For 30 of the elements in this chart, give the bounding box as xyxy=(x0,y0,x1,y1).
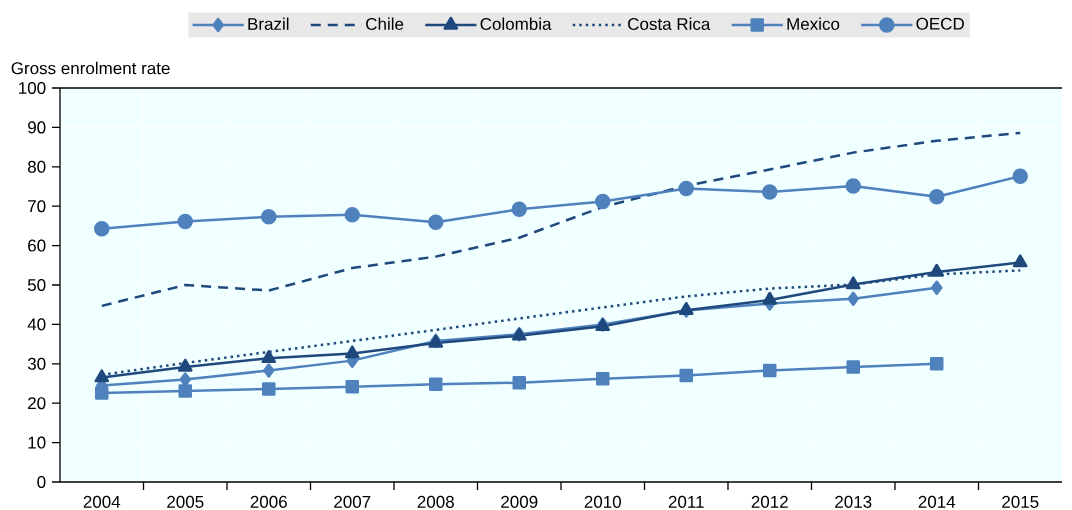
x-tick-label: 2005 xyxy=(167,495,204,508)
x-tick-label: 2015 xyxy=(1002,495,1039,508)
y-tick-label: 30 xyxy=(27,357,46,370)
x-tick-label: 2013 xyxy=(835,495,872,508)
x-tick-label: 2011 xyxy=(668,495,704,508)
y-tick-label: 90 xyxy=(28,121,46,134)
y-tick-label: 20 xyxy=(28,397,46,410)
x-tick-label: 2014 xyxy=(918,495,956,508)
x-tick-label: 2007 xyxy=(334,495,371,508)
x-tick-label: 2006 xyxy=(250,495,287,508)
y-tick-label: 40 xyxy=(27,318,46,331)
y-tick-label: 70 xyxy=(28,200,46,213)
legend-label: Mexico xyxy=(787,17,840,31)
y-tick-label: 80 xyxy=(27,160,46,173)
y-tick-label: 60 xyxy=(28,239,46,252)
x-tick-label: 2012 xyxy=(751,495,788,508)
legend-label: Chile xyxy=(366,17,404,31)
x-tick-label: 2009 xyxy=(501,495,538,508)
y-axis-title: Gross enrolment rate xyxy=(11,61,170,75)
legend-label: OECD xyxy=(916,17,964,30)
x-tick-label: 2004 xyxy=(83,495,121,508)
legend-label: Costa Rica xyxy=(628,17,711,31)
x-tick-label: 2008 xyxy=(417,495,454,508)
y-tick-label: 0 xyxy=(37,475,46,489)
y-tick-label: 50 xyxy=(27,278,46,292)
legend-label: Colombia xyxy=(480,17,552,31)
legend-label: Brazil xyxy=(248,17,289,31)
y-tick-label: 100 xyxy=(19,81,46,95)
y-tick-label: 10 xyxy=(28,436,46,449)
x-tick-label: 2010 xyxy=(584,495,621,508)
